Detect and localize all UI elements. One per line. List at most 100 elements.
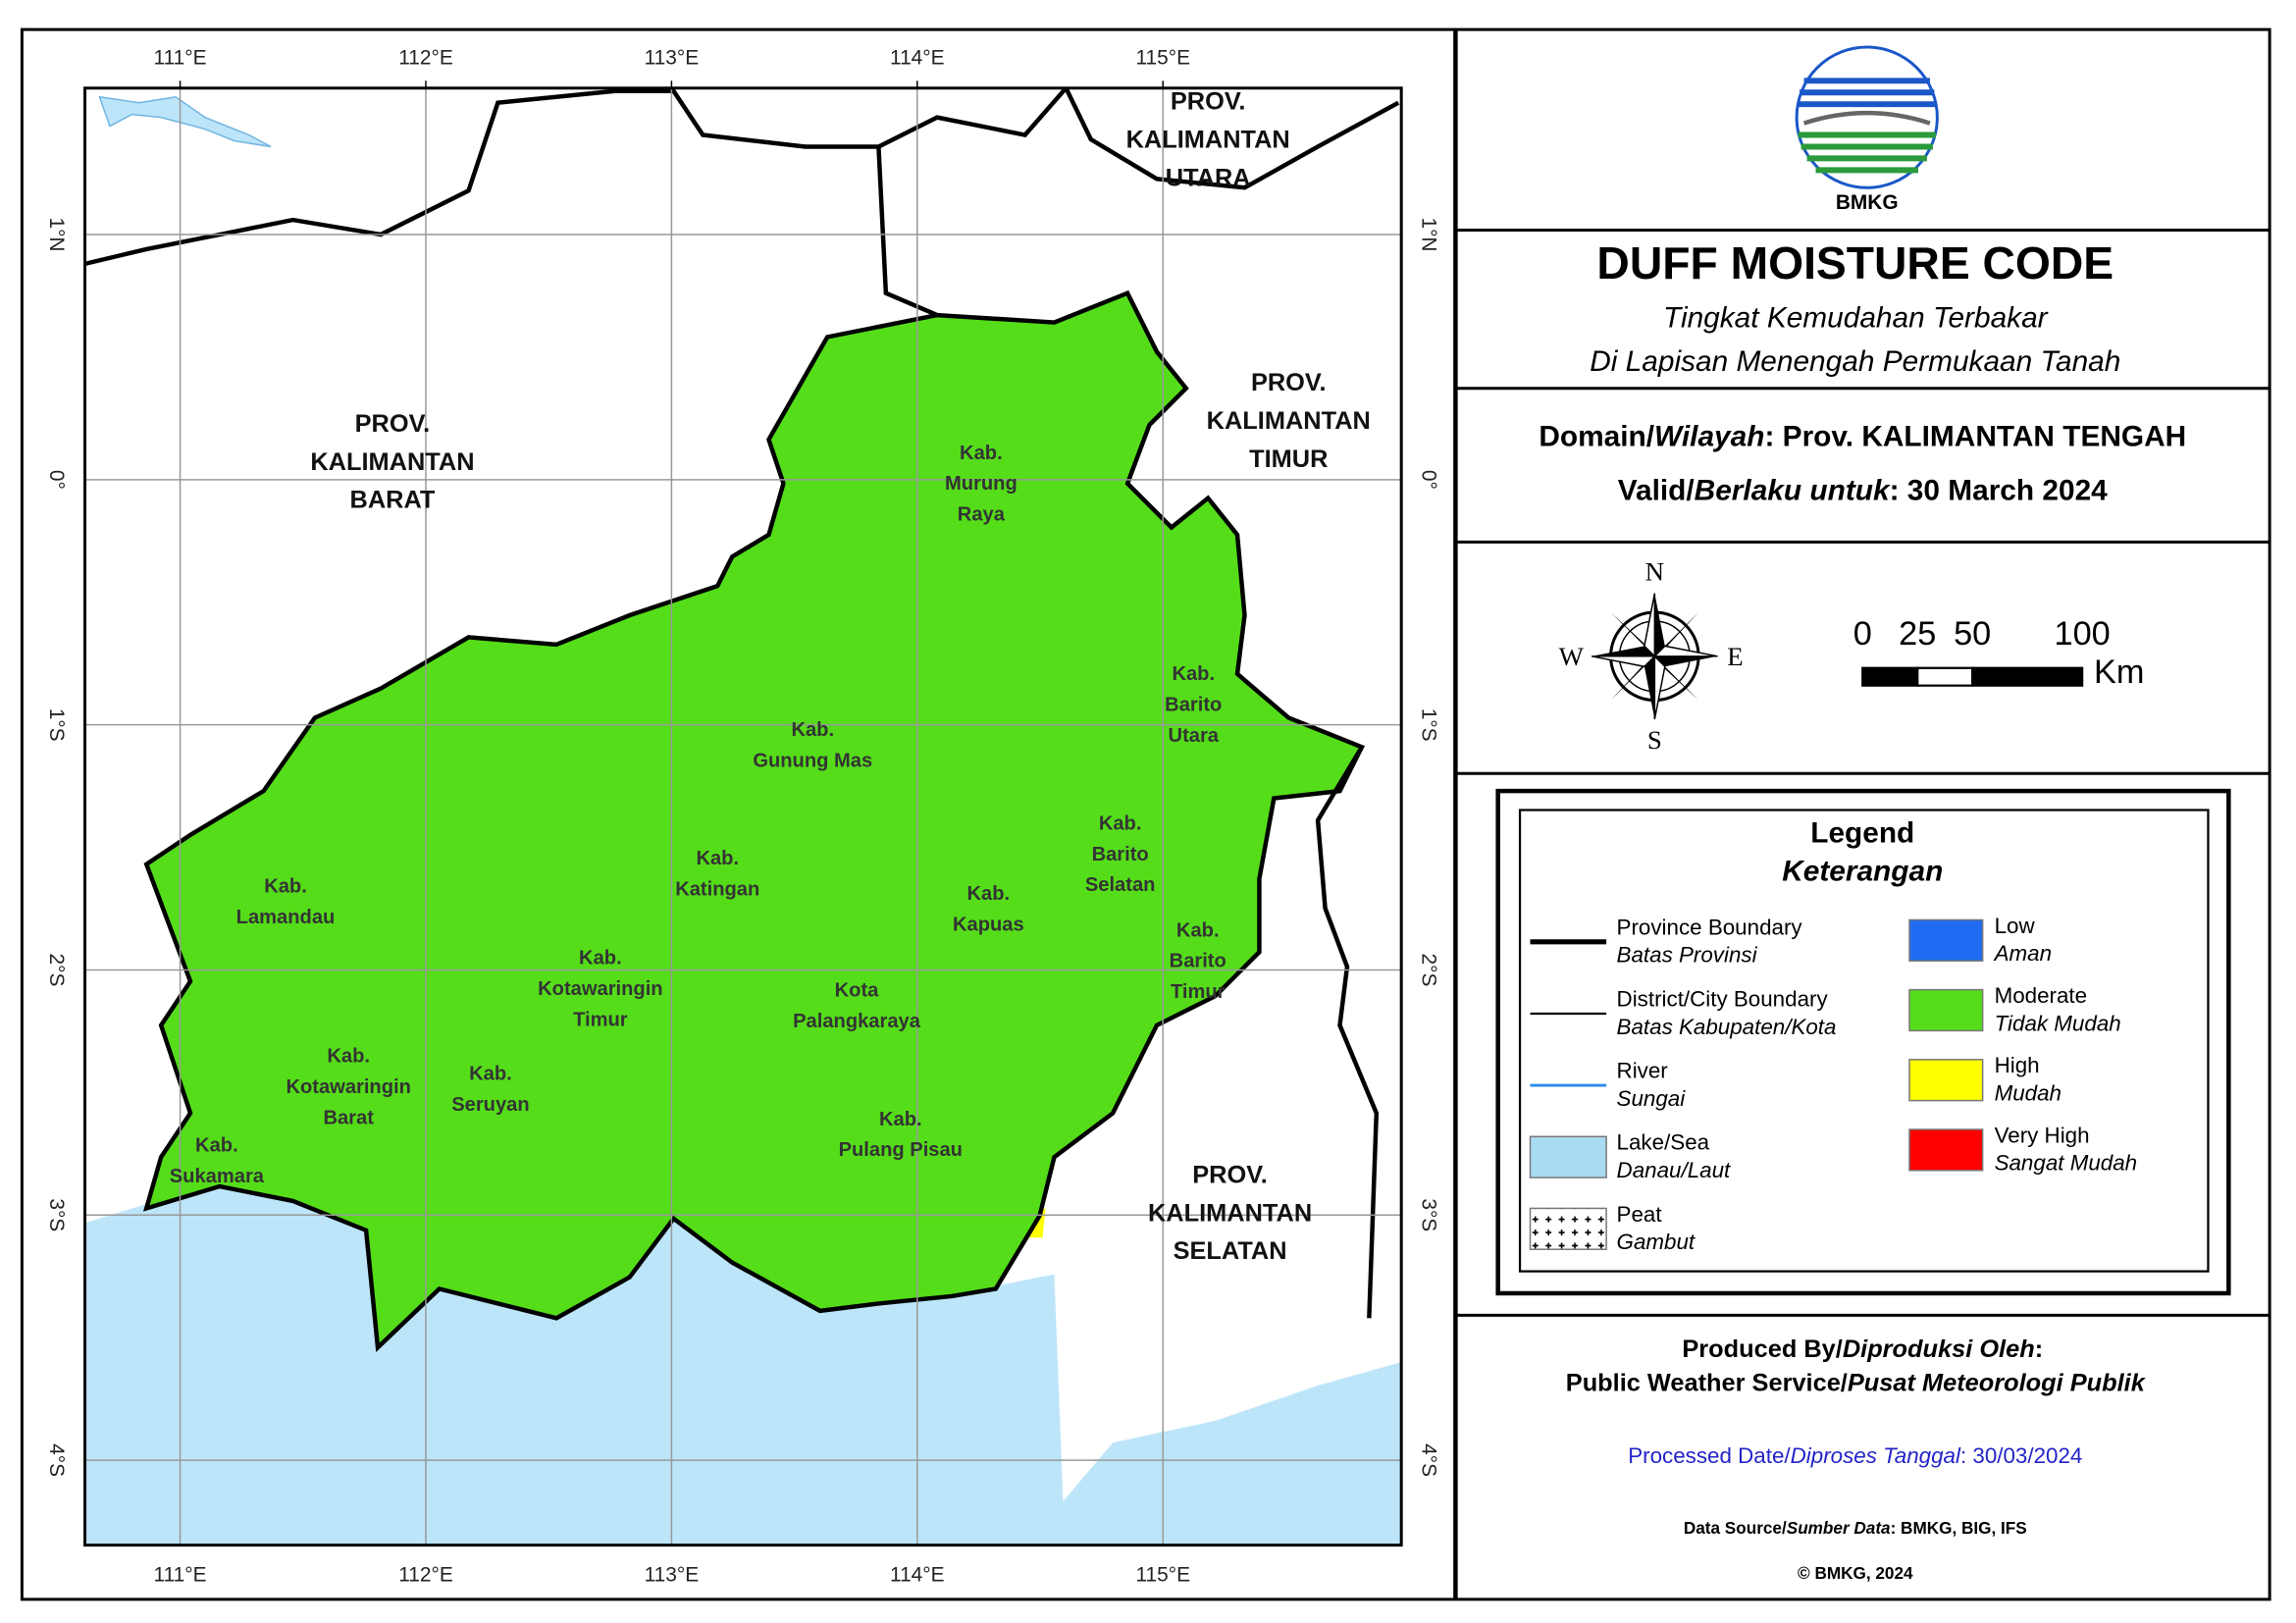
label-line: PROV. (355, 410, 431, 438)
district-label: Kab. Barito Utara (1165, 664, 1222, 748)
text-part: : BMKG, BIG, IFS (1891, 1518, 2027, 1538)
map-frame (83, 86, 1403, 1547)
compass: N E S W (1559, 556, 1744, 755)
label-line: Barito (1165, 695, 1222, 716)
lon-label: 114°E (890, 46, 945, 69)
lat-label: 2°S (1418, 954, 1440, 987)
producer: Public Weather Service/Pusat Meteorologi… (1566, 1369, 2147, 1396)
district-label: Kota Palangkaraya (793, 980, 921, 1032)
legend-inner-box (1518, 809, 2210, 1273)
title: DUFF MOISTURE CODE (1596, 237, 2113, 288)
graticule (84, 87, 1402, 1545)
label-line: Kab. (579, 948, 622, 969)
text-part: : 30 March 2024 (1890, 475, 2109, 507)
text-part: Domain/ (1539, 420, 1654, 452)
legend-title: Legend (1810, 817, 1914, 850)
district-label: Kab. Barito Timur (1170, 920, 1226, 1004)
lon-label: 111°E (154, 1564, 207, 1587)
legend-swatch (1908, 988, 1984, 1032)
scale-segment (1861, 666, 1919, 687)
label-line: Kab. (327, 1046, 370, 1068)
label-line: TIMUR (1249, 445, 1328, 473)
legend-label: Peat (1617, 1202, 1663, 1227)
legend-label: Lake/Sea (1617, 1130, 1710, 1155)
legend-label-alt: Sungai (1617, 1086, 1687, 1111)
label-line: BARAT (350, 486, 436, 513)
bmkg-logo: BMKG (1795, 45, 1939, 214)
scale-unit: Km (2094, 654, 2144, 691)
compass-s: S (1647, 725, 1662, 755)
text-part: : Prov. KALIMANTAN TENGAH (1764, 420, 2186, 452)
outer-border (20, 27, 2271, 1601)
label-line: Palangkaraya (793, 1011, 921, 1032)
label-line: Kapuas (953, 915, 1024, 936)
scale-label: 100 (2054, 615, 2110, 653)
label-line: Utara (1169, 725, 1220, 747)
label-line: KALIMANTAN (1126, 126, 1290, 153)
scale-segment (1916, 666, 1974, 687)
province-boundary (876, 146, 938, 318)
legend-label: High (1995, 1053, 2040, 1077)
label-line: SELATAN (1174, 1237, 1287, 1265)
text-part: Berlaku untuk (1695, 475, 1891, 507)
scale-label: 25 (1899, 615, 1936, 653)
data-source: Data Source/Sumber Data: BMKG, BIG, IFS (1684, 1518, 2027, 1538)
lat-label: 0° (1418, 470, 1440, 490)
lon-label: 115°E (1135, 46, 1190, 69)
scale-label: 50 (1954, 615, 1991, 653)
compass-star (1592, 593, 1718, 719)
label-line: Kab. (1176, 920, 1220, 942)
legend-label: Moderate (1995, 983, 2088, 1008)
label-line: Kotawaringin (286, 1076, 410, 1098)
lon-label: 115°E (1135, 1564, 1190, 1587)
label-line: Kab. (1172, 664, 1215, 686)
legend-label-alt: Batas Kabupaten/Kota (1617, 1015, 1837, 1039)
label-line: PROV. (1251, 369, 1327, 396)
legend-label: District/City Boundary (1617, 986, 1829, 1011)
scale-label: 0 (1853, 615, 1872, 653)
text-part: Valid/ (1618, 475, 1695, 507)
map (84, 87, 1402, 1545)
processed-date: Processed Date/Diproses Tanggal: 30/03/2… (1628, 1443, 2082, 1468)
district-label: Kab. Katingan (675, 849, 759, 901)
district-label: Kab. Lamandau (236, 876, 336, 928)
compass-n: N (1645, 556, 1664, 586)
lat-label: 4°S (1418, 1443, 1440, 1477)
label-line: Kab. (879, 1109, 922, 1130)
district-label: Kab. Seruyan (451, 1064, 529, 1116)
panel-dividers (1455, 229, 2270, 1317)
legend-label-alt: Mudah (1995, 1081, 2061, 1106)
label-line: Kotawaringin (538, 978, 662, 1000)
sea (84, 1186, 1402, 1545)
lat-label: 3°S (45, 1198, 68, 1231)
label-line: Kota (835, 980, 880, 1002)
lake (98, 95, 272, 148)
lat-label: 2°S (45, 954, 68, 987)
label-line: KALIMANTAN (310, 448, 474, 476)
district-label: Kab. Gunung Mas (753, 719, 872, 771)
text-part: Public Weather Service/ (1566, 1369, 1848, 1396)
legend-label: Province Boundary (1617, 915, 1803, 939)
label-line: Lamandau (236, 907, 336, 928)
label-line: Kab. (469, 1064, 512, 1085)
district-label: Kab. Murung Raya (945, 443, 1018, 526)
lon-label: 113°E (645, 1564, 700, 1587)
valid-date: Valid/Berlaku untuk: 30 March 2024 (1618, 475, 2108, 507)
legend-symbol (1529, 1207, 1607, 1250)
subtitle: Di Lapisan Menengah Permukaan Tanah (1590, 345, 2120, 378)
label-line: Kab. (195, 1135, 238, 1157)
legend-subtitle: Keterangan (1782, 856, 1943, 888)
compass-w: W (1559, 642, 1585, 671)
label-line: Kab. (967, 883, 1011, 905)
logo-text: BMKG (1836, 191, 1899, 214)
label-line: KALIMANTAN (1207, 407, 1371, 435)
province-label: PROV. KALIMANTAN BARAT (310, 410, 474, 514)
label-line: Kab. (696, 849, 739, 870)
label-line: Gunung Mas (753, 751, 872, 772)
text-part: Diproses Tanggal (1791, 1443, 1961, 1468)
lon-label: 113°E (645, 46, 700, 69)
text-part: Diproduksi Oleh (1843, 1335, 2035, 1363)
legend-symbol (1529, 1135, 1607, 1178)
text-part: : (2035, 1335, 2043, 1363)
